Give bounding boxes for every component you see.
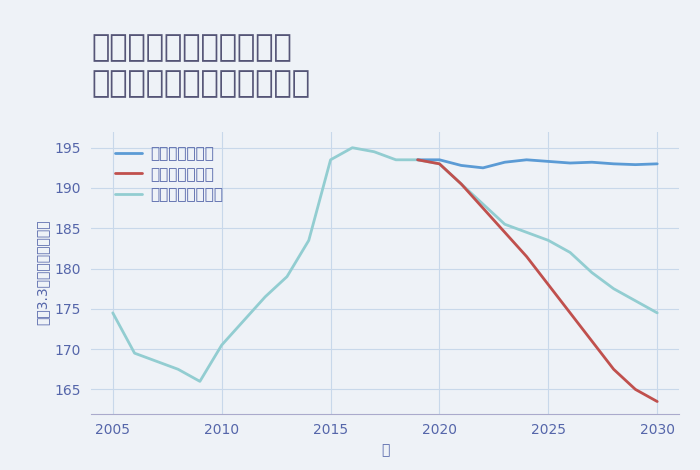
ノーマルシナリオ <box>610 286 618 291</box>
Y-axis label: 坪（3.3㎡）単価（万円）: 坪（3.3㎡）単価（万円） <box>35 220 49 325</box>
バッドシナリオ <box>631 387 640 392</box>
グッドシナリオ <box>588 159 596 165</box>
Text: 兵庫県西宮市門戸東町の
中古マンションの価格推移: 兵庫県西宮市門戸東町の 中古マンションの価格推移 <box>91 33 310 98</box>
バッドシナリオ <box>500 229 509 235</box>
グッドシナリオ <box>544 158 552 164</box>
バッドシナリオ <box>435 161 444 167</box>
グッドシナリオ <box>610 161 618 167</box>
ノーマルシナリオ <box>130 350 139 356</box>
グッドシナリオ <box>566 160 574 166</box>
バッドシナリオ <box>544 282 552 288</box>
ノーマルシナリオ <box>522 229 531 235</box>
ノーマルシナリオ <box>196 378 204 384</box>
ノーマルシナリオ <box>544 237 552 243</box>
バッドシナリオ <box>610 367 618 372</box>
ノーマルシナリオ <box>631 298 640 304</box>
バッドシナリオ <box>479 205 487 211</box>
グッドシナリオ <box>479 165 487 171</box>
Legend: グッドシナリオ, バッドシナリオ, ノーマルシナリオ: グッドシナリオ, バッドシナリオ, ノーマルシナリオ <box>111 142 228 207</box>
バッドシナリオ <box>653 399 662 404</box>
ノーマルシナリオ <box>152 359 160 364</box>
グッドシナリオ <box>435 157 444 163</box>
グッドシナリオ <box>500 159 509 165</box>
ノーマルシナリオ <box>326 157 335 163</box>
Line: ノーマルシナリオ: ノーマルシナリオ <box>113 148 657 381</box>
グッドシナリオ <box>414 157 422 163</box>
ノーマルシナリオ <box>566 250 574 255</box>
ノーマルシナリオ <box>392 157 400 163</box>
ノーマルシナリオ <box>370 149 378 155</box>
バッドシナリオ <box>588 338 596 344</box>
ノーマルシナリオ <box>414 157 422 163</box>
ノーマルシナリオ <box>500 221 509 227</box>
Line: グッドシナリオ: グッドシナリオ <box>418 160 657 168</box>
バッドシナリオ <box>457 181 466 187</box>
ノーマルシナリオ <box>348 145 356 150</box>
X-axis label: 年: 年 <box>381 443 389 457</box>
ノーマルシナリオ <box>435 161 444 167</box>
ノーマルシナリオ <box>218 342 226 348</box>
バッドシナリオ <box>522 254 531 259</box>
ノーマルシナリオ <box>653 310 662 316</box>
グッドシナリオ <box>522 157 531 163</box>
バッドシナリオ <box>566 310 574 316</box>
Line: バッドシナリオ: バッドシナリオ <box>418 160 657 401</box>
ノーマルシナリオ <box>261 294 270 299</box>
ノーマルシナリオ <box>479 201 487 207</box>
ノーマルシナリオ <box>457 181 466 187</box>
ノーマルシナリオ <box>304 237 313 243</box>
グッドシナリオ <box>457 163 466 168</box>
ノーマルシナリオ <box>174 367 182 372</box>
ノーマルシナリオ <box>588 270 596 275</box>
ノーマルシナリオ <box>108 310 117 316</box>
ノーマルシナリオ <box>283 274 291 280</box>
グッドシナリオ <box>631 162 640 167</box>
グッドシナリオ <box>653 161 662 167</box>
ノーマルシナリオ <box>239 318 248 324</box>
バッドシナリオ <box>414 157 422 163</box>
